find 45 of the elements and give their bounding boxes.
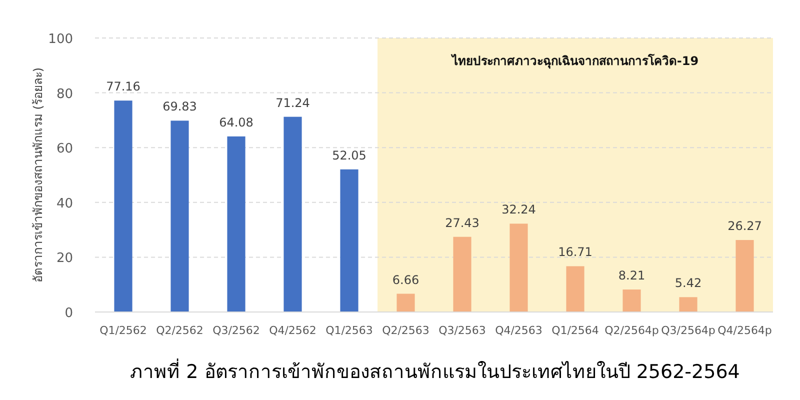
data-label: 26.27 bbox=[728, 219, 762, 234]
data-label: 6.66 bbox=[392, 272, 420, 287]
y-axis-title: อัตราการเข้าพักของสถานพักแรม (ร้อยละ) bbox=[31, 67, 45, 283]
data-label: 5.42 bbox=[674, 276, 702, 290]
data-label: 69.83 bbox=[162, 100, 197, 114]
bar bbox=[340, 169, 358, 312]
bar bbox=[736, 240, 754, 312]
y-tick-label: 100 bbox=[48, 32, 73, 47]
bar bbox=[566, 266, 584, 312]
bar bbox=[396, 294, 415, 312]
data-label: 32.24 bbox=[502, 202, 536, 217]
data-label: 16.71 bbox=[558, 245, 592, 260]
x-tick-label: Q2/2562 bbox=[156, 324, 204, 337]
x-tick-label: Q1/2564 bbox=[552, 324, 599, 337]
y-tick-label: 20 bbox=[56, 251, 73, 266]
y-tick-label: 0 bbox=[64, 306, 73, 321]
data-label: 52.05 bbox=[332, 148, 366, 162]
data-label: 77.16 bbox=[106, 80, 140, 94]
text: ภาพที่ 2 อัตราการเข้าพักของสถานพักแรมในประเทศไทยในปี 2562-2564 bbox=[130, 358, 740, 383]
bar bbox=[227, 136, 246, 312]
bar bbox=[510, 224, 528, 312]
x-tick-label: Q1/2563 bbox=[326, 324, 373, 337]
data-label: 8.21 bbox=[618, 268, 646, 283]
y-tick-label: 60 bbox=[56, 142, 73, 157]
bar bbox=[170, 120, 189, 312]
bar bbox=[622, 290, 641, 312]
y-tick-label: 80 bbox=[56, 86, 73, 102]
data-label: 64.08 bbox=[219, 115, 254, 130]
bar bbox=[284, 116, 302, 312]
x-tick-label: Q4/2564p bbox=[718, 324, 772, 337]
band-label: ไทยประกาศภาวะฉุกเฉินจากสถานการโควิด-19 bbox=[450, 53, 699, 69]
x-tick-label: Q3/2564p bbox=[661, 324, 716, 337]
x-tick-label: Q4/2563 bbox=[495, 324, 542, 337]
x-tick-label: Q1/2562 bbox=[100, 324, 147, 337]
x-tick-label: Q2/2563 bbox=[382, 324, 430, 337]
bar bbox=[453, 236, 472, 312]
x-tick-label: Q4/2562 bbox=[269, 324, 316, 337]
bar bbox=[679, 297, 698, 312]
data-label: 27.43 bbox=[445, 216, 480, 230]
x-tick-label: Q2/2564p bbox=[604, 324, 659, 337]
x-tick-label: Q3/2563 bbox=[438, 324, 486, 337]
bar bbox=[114, 100, 132, 312]
y-tick-label: 40 bbox=[56, 196, 73, 212]
data-label: 71.24 bbox=[276, 96, 310, 110]
x-tick-label: Q3/2562 bbox=[212, 324, 260, 337]
